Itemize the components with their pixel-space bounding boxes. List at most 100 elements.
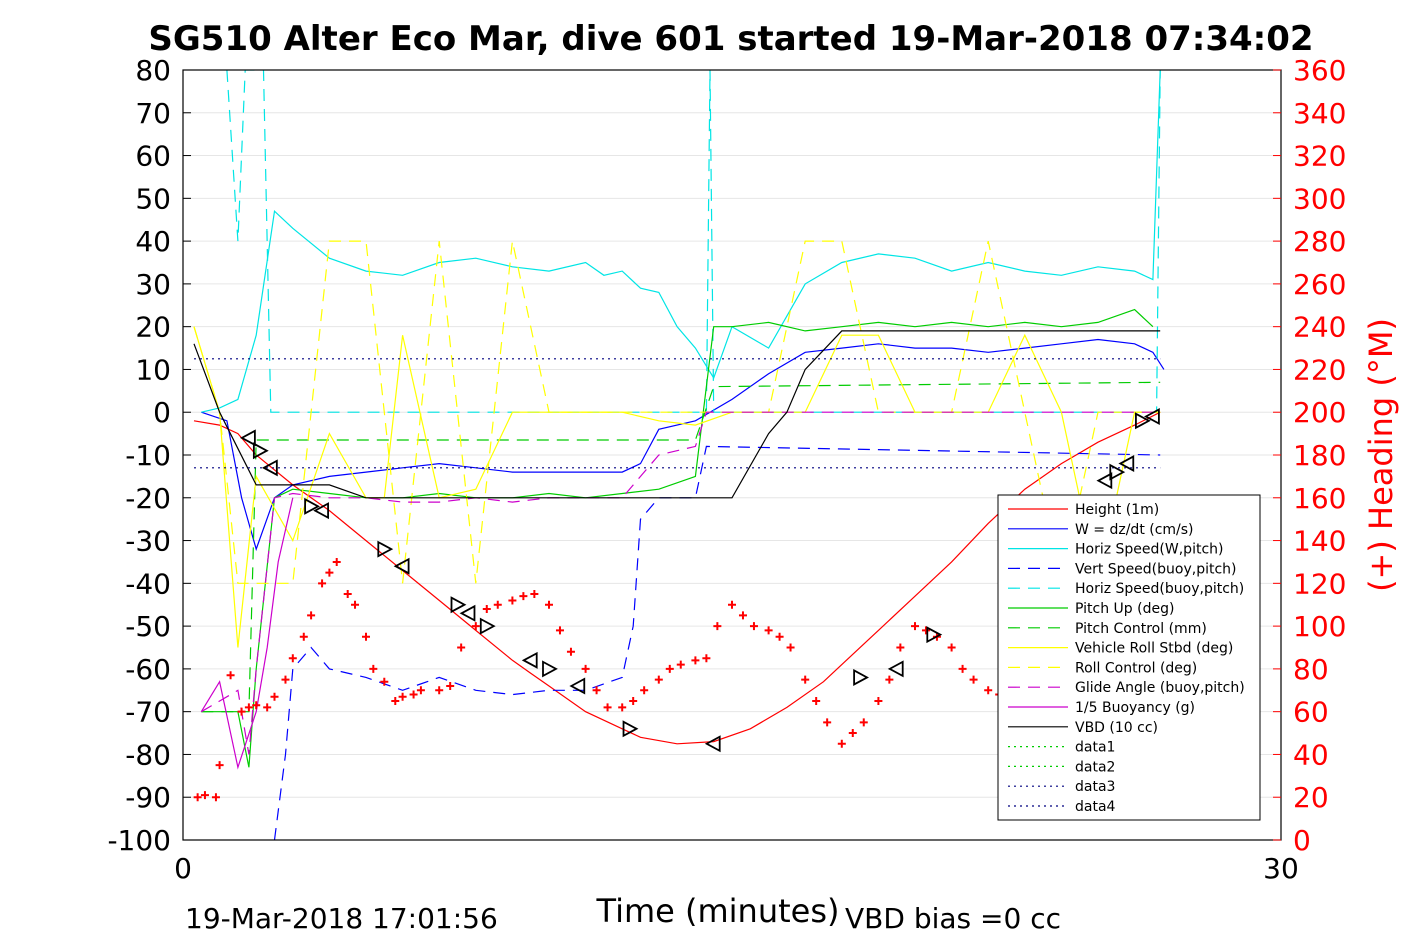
series-line-11	[193, 330, 1161, 499]
heading-point	[629, 696, 638, 705]
heading-point	[416, 686, 425, 695]
heading-point	[848, 729, 857, 738]
heading-point	[263, 703, 272, 712]
y-tick-label: 70	[135, 97, 171, 130]
heading-point	[307, 611, 316, 620]
y2-tick-label: 20	[1293, 781, 1329, 814]
event-marker	[261, 459, 278, 477]
y2-tick-label: 220	[1293, 353, 1346, 386]
event-marker	[1144, 407, 1160, 426]
heading-point	[676, 660, 685, 669]
heading-point	[211, 793, 220, 802]
heading-point	[369, 664, 378, 673]
y2-tick-label: 80	[1293, 653, 1329, 686]
y-tick-label: 30	[135, 268, 171, 301]
heading-point	[193, 793, 202, 802]
heading-point	[885, 675, 894, 684]
heading-point	[200, 791, 209, 800]
heading-point	[270, 692, 279, 701]
y2-tick-label: 280	[1293, 225, 1346, 258]
heading-point	[665, 664, 674, 673]
x-tick-label: 30	[1263, 852, 1299, 885]
heading-point	[921, 626, 930, 635]
y-tick-label: 10	[135, 353, 171, 386]
heading-point	[786, 643, 795, 652]
y-tick-label: -100	[107, 824, 171, 857]
heading-point	[391, 696, 400, 705]
y-tick-label: -50	[125, 610, 171, 643]
legend-label-3: Vert Speed(buoy,pitch)	[1075, 561, 1237, 577]
heading-point	[896, 643, 905, 652]
y-tick-label: -20	[125, 482, 171, 515]
legend-label-0: Height (1m)	[1075, 502, 1159, 518]
heading-point	[984, 686, 993, 695]
heading-point	[749, 622, 758, 631]
event-marker	[1096, 472, 1113, 490]
heading-point	[398, 692, 407, 701]
y2-tick-label: 340	[1293, 97, 1346, 130]
heading-point	[457, 643, 466, 652]
chart-title: SG510 Alter Eco Mar, dive 601 started 19…	[148, 19, 1313, 59]
heading-point	[446, 682, 455, 690]
series-line-3	[273, 445, 1161, 840]
heading-point	[764, 626, 773, 635]
heading-point	[519, 592, 528, 601]
y2-tick-label: 240	[1293, 311, 1346, 344]
footer-vbd-bias: VBD bias =0 cc	[845, 902, 1061, 935]
y-tick-label: -10	[125, 439, 171, 472]
y2-axis-label: (+) Heading (°M)	[1362, 318, 1400, 592]
event-marker	[542, 660, 558, 678]
heading-point	[409, 690, 418, 699]
footer-timestamp: 19-Mar-2018 17:01:56	[185, 902, 498, 935]
event-marker	[377, 540, 394, 558]
legend-label-1: W = dz/dt (cm/s)	[1075, 522, 1194, 538]
legend-label-2: Horiz Speed(W,pitch)	[1075, 542, 1223, 558]
heading-point	[299, 632, 308, 641]
series-line-5	[201, 308, 1154, 768]
heading-point	[801, 675, 810, 684]
heading-point	[351, 600, 360, 609]
y-tick-label: -40	[125, 567, 171, 600]
y-tick-label: 60	[135, 140, 171, 173]
y-tick-label: -90	[125, 781, 171, 814]
legend-label-8: Roll Control (deg)	[1075, 660, 1197, 676]
event-marker	[479, 617, 496, 635]
y-tick-label: 40	[135, 225, 171, 258]
heading-point	[244, 703, 253, 712]
heading-point	[471, 622, 480, 631]
heading-point	[508, 596, 517, 605]
series-line-9	[200, 411, 1161, 755]
legend-label-7: Vehicle Roll Stbd (deg)	[1075, 641, 1233, 657]
y-tick-label: 0	[153, 396, 171, 429]
heading-point	[318, 579, 327, 588]
event-marker	[926, 626, 943, 644]
event-marker	[1135, 412, 1151, 430]
series-line-2	[201, 70, 1161, 413]
y2-tick-label: 140	[1293, 525, 1346, 558]
y2-tick-label: 160	[1293, 482, 1346, 515]
x-axis: 0 30	[174, 852, 1299, 885]
heading-point	[654, 675, 663, 684]
series-line-0	[193, 411, 1161, 745]
event-marker	[521, 651, 538, 669]
y-axis-right: 3603403203002802602402202001801601401201…	[1273, 54, 1346, 857]
y2-tick-label: 300	[1293, 182, 1346, 215]
heading-point	[640, 686, 649, 695]
heading-point	[566, 647, 575, 656]
y2-tick-label: 260	[1293, 268, 1346, 301]
y2-tick-label: 180	[1293, 439, 1346, 472]
event-marker	[1118, 455, 1135, 473]
y2-tick-label: 360	[1293, 54, 1346, 87]
event-marker	[622, 720, 639, 738]
heading-point	[545, 600, 553, 609]
heading-point	[823, 718, 832, 727]
heading-point	[691, 656, 700, 665]
y-tick-label: -60	[125, 653, 171, 686]
series-line-10	[200, 497, 294, 770]
heading-point	[530, 590, 539, 599]
series-line-4	[226, 70, 1161, 413]
legend-label-14: data3	[1075, 779, 1115, 795]
heading-point	[332, 557, 341, 566]
event-marker	[304, 497, 320, 515]
y2-tick-label: 100	[1293, 610, 1346, 643]
